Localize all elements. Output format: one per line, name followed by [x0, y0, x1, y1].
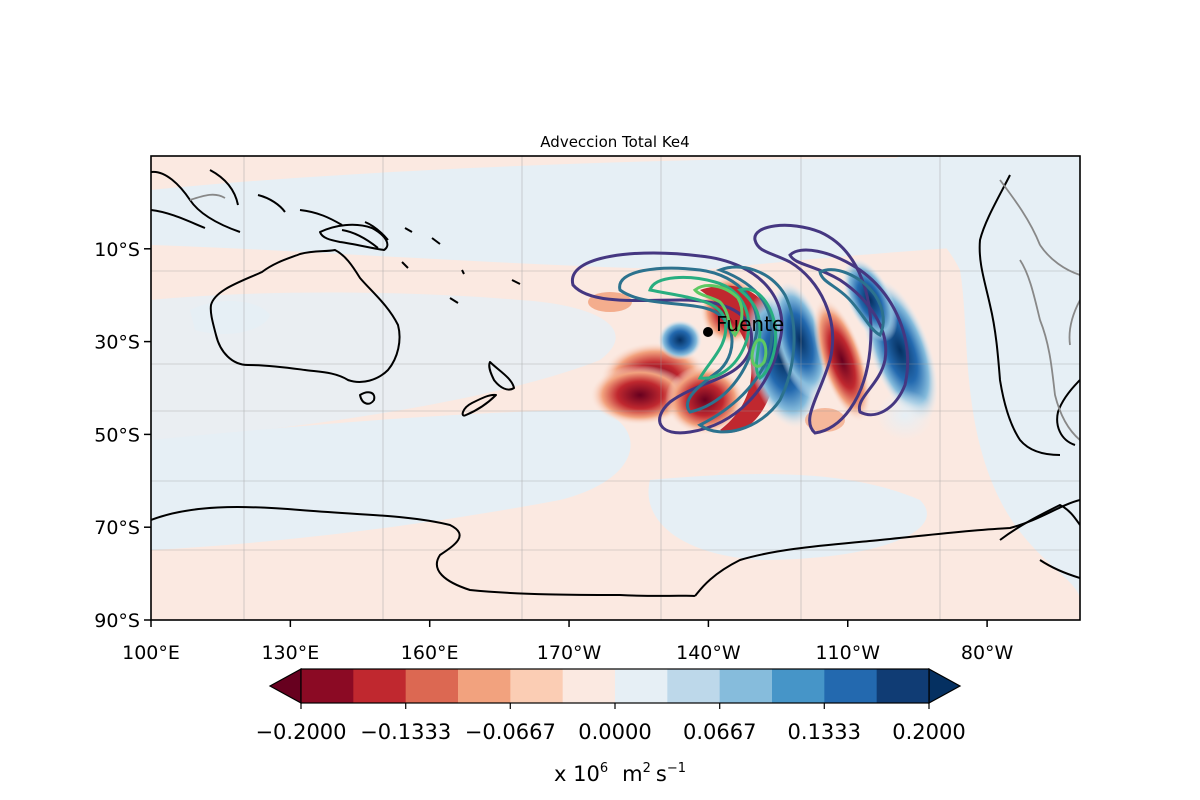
line-contour-outer-east: [788, 248, 910, 417]
line-contour-4-west: [692, 284, 744, 338]
colorbar-segment: [301, 669, 354, 703]
colorbar-segment: [876, 669, 930, 703]
coastlines: [151, 169, 1080, 597]
x-tick-label: 100°E: [122, 642, 180, 664]
colorbar-segment: [824, 669, 878, 703]
x-tick-label: 140°W: [676, 642, 741, 664]
x-axis: 100°E 130°E 160°E 170°W 140°W 110°W 80°W: [122, 620, 1014, 664]
gridlines: [151, 156, 1080, 620]
x-tick-label: 160°E: [401, 642, 459, 664]
colorbar-segment: [615, 669, 668, 703]
colorbar-segment: [719, 669, 773, 703]
colorbar-segment: [405, 669, 459, 703]
line-contours: [571, 223, 910, 435]
x-tick-label: 110°W: [815, 642, 880, 664]
country-borders: [189, 179, 1080, 441]
line-contour-3-mid: [736, 287, 778, 381]
map-title: Adveccion Total Ke4: [540, 133, 689, 151]
south-america-coast: [978, 174, 1080, 456]
colorbar-tick-label: 0.1333: [788, 720, 861, 744]
map-frame: [150, 155, 1081, 621]
y-tick-label: 10°S: [94, 239, 140, 261]
australia-coast: [209, 249, 401, 383]
x-tick-label: 80°W: [961, 642, 1014, 664]
new-guinea-coast: [319, 223, 389, 251]
line-contour-2-mid: [697, 265, 796, 434]
x-tick-label: 130°E: [261, 642, 319, 664]
line-contour-outer-mid: [753, 223, 873, 435]
colorbar-segment: [562, 669, 616, 703]
y-tick-label: 90°S: [94, 610, 140, 632]
colorbar-segment: [353, 669, 407, 703]
colorbar-segment: [667, 669, 721, 703]
line-contour-2-east: [818, 268, 885, 338]
source-marker: Fuente: [703, 312, 784, 337]
pacific-islands: [401, 227, 521, 304]
new-zealand-south: [461, 393, 497, 417]
source-label: Fuente: [716, 312, 784, 336]
source-point: [703, 327, 713, 337]
antarctic-peninsula: [999, 504, 1080, 579]
colorbar-label: x 106 m2 s−1: [554, 761, 686, 786]
line-contour-4-mid: [750, 338, 768, 368]
x-tick-label: 170°W: [537, 642, 602, 664]
colorbar-segment: [772, 669, 825, 703]
colorbar-tick-label: −0.1333: [360, 720, 451, 744]
new-zealand-north: [488, 361, 515, 391]
colorbar-tick-label: −0.0667: [465, 720, 556, 744]
colorbar-segment: [458, 669, 511, 703]
colorbar-segment: [510, 669, 564, 703]
line-contour-3-west: [648, 276, 751, 380]
colorbar-tick-label: 0.2000: [892, 720, 965, 744]
y-tick-label: 30°S: [94, 332, 140, 354]
map-area: Fuente: [151, 156, 1080, 620]
colorbar-ticks: −0.2000 −0.1333 −0.0667 0.0000 0.0667 0.1333 0…: [255, 703, 966, 744]
y-tick-label: 70°S: [94, 517, 140, 539]
line-contour-2-west: [618, 266, 759, 414]
colorbar-over-extend: [928, 667, 962, 705]
y-tick-label: 50°S: [94, 424, 140, 446]
colorbar: [268, 667, 962, 705]
y-axis: 10°S 30°S 50°S 70°S 90°S: [94, 239, 151, 632]
colorbar-tick-label: 0.0000: [578, 720, 651, 744]
colorbar-tick-label: −0.2000: [255, 720, 346, 744]
colorbar-tick-label: 0.0667: [683, 720, 756, 744]
tasmania-coast: [359, 391, 376, 405]
colorbar-under-extend: [268, 667, 302, 705]
